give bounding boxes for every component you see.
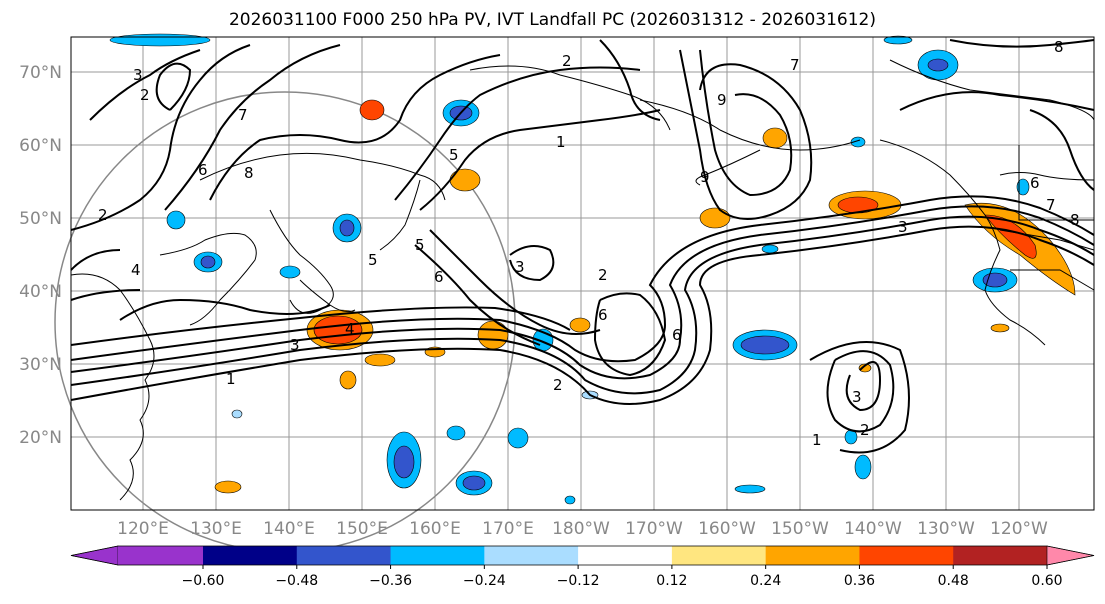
contour-label: 9 [717,91,727,109]
colorbar-tick-label: 0.24 [750,573,781,589]
contour-label: 6 [198,161,208,179]
contour-label: 7 [790,56,800,74]
map-panel: 1 1 1 2 2 2 2 2 2 3 3 3 3 3 4 4 5 5 5 6 … [54,33,1095,553]
colorbar-extend-low [70,545,119,566]
lat-label: 60°N [19,136,62,156]
contour-label: 2 [553,376,563,394]
colorbar-tick-label: −0.12 [557,573,600,589]
colorbar-tick-label: −0.24 [463,573,506,589]
colorbar-tick-label: 0.12 [656,573,687,589]
colorbar-tick-label: −0.36 [369,573,412,589]
colorbar-segment [118,546,203,565]
coastlines [70,59,1095,501]
lon-labels: 120°E 130°E 140°E 150°E 160°E 170°E 180°… [117,519,1048,539]
contour-label: 9 [700,168,710,186]
lon-label: 160°W [698,519,756,539]
contour-label: 6 [598,306,608,324]
contour-label: 5 [449,146,459,164]
contour-label: 8 [1054,38,1064,56]
colorbar-tick-label: −0.60 [182,573,225,589]
contour-label: 8 [1070,211,1080,229]
colorbar-segment [578,546,673,565]
lon-label: 180°W [552,519,610,539]
map-title: 2026031100 F000 250 hPa PV, IVT Landfall… [228,10,876,30]
colorbar-tick-label: 0.36 [844,573,875,589]
lat-label: 40°N [19,282,62,302]
contour-labels: 1 1 1 2 2 2 2 2 2 3 3 3 3 3 4 4 5 5 5 6 … [98,38,1080,449]
lat-label: 50°N [19,209,62,229]
colorbar: −0.60 −0.48 −0.36 −0.24 −0.12 0.12 0.24 0.36 0.4… [70,545,1095,589]
contour-label: 3 [515,258,525,276]
contour-label: 3 [290,336,300,354]
contour-label: 4 [131,261,141,279]
colorbar-segment [390,546,485,565]
colorbar-segment [671,546,767,565]
contour-label: 3 [852,388,862,406]
colorbar-segment [484,546,579,565]
lon-label: 160°E [409,519,461,539]
contour-label: 2 [598,266,608,284]
colorbar-tick-label: −0.48 [275,573,318,589]
colorbar-tick-label: 0.60 [1031,573,1062,589]
contour-label: 1 [226,370,236,388]
contour-label: 2 [140,86,150,104]
contour-label: 3 [133,66,143,84]
contour-label: 7 [238,106,248,124]
contour-label: 3 [898,218,908,236]
colorbar-segment [296,546,392,565]
lat-label: 30°N [19,355,62,375]
colorbar-extend-high [1046,545,1095,566]
colorbar-segment [859,546,954,565]
contour-label: 6 [1030,174,1040,192]
contour-label: 6 [434,268,444,286]
lat-labels: 70°N 60°N 50°N 40°N 30°N 20°N [19,63,62,448]
colorbar-segment [765,546,860,565]
pv-shading [109,33,1076,505]
colorbar-segment [953,546,1048,565]
contour-label: 8 [244,164,254,182]
lon-label: 130°W [917,519,975,539]
lon-label: 120°W [990,519,1048,539]
lon-label: 150°W [771,519,829,539]
contour-label: 6 [672,326,682,344]
lat-label: 70°N [19,63,62,83]
colorbar-segment [203,546,298,565]
lat-label: 20°N [19,428,62,448]
contour-label: 2 [562,52,572,70]
contour-label: 2 [98,206,108,224]
lon-label: 120°E [117,519,169,539]
contour-label: 5 [415,236,425,254]
contour-label: 1 [812,431,822,449]
lon-label: 150°E [336,519,388,539]
lon-label: 140°E [263,519,315,539]
lon-label: 140°W [844,519,902,539]
contour-label: 1 [556,133,566,151]
contour-label: 5 [368,251,378,269]
contour-label: 4 [345,320,355,338]
lon-label: 170°E [482,519,534,539]
lon-label: 170°W [625,519,683,539]
pv-contours [70,39,1095,454]
lon-label: 130°E [190,519,242,539]
colorbar-tick-label: 0.48 [938,573,969,589]
contour-label: 2 [860,421,870,439]
contour-label: 7 [1046,196,1056,214]
